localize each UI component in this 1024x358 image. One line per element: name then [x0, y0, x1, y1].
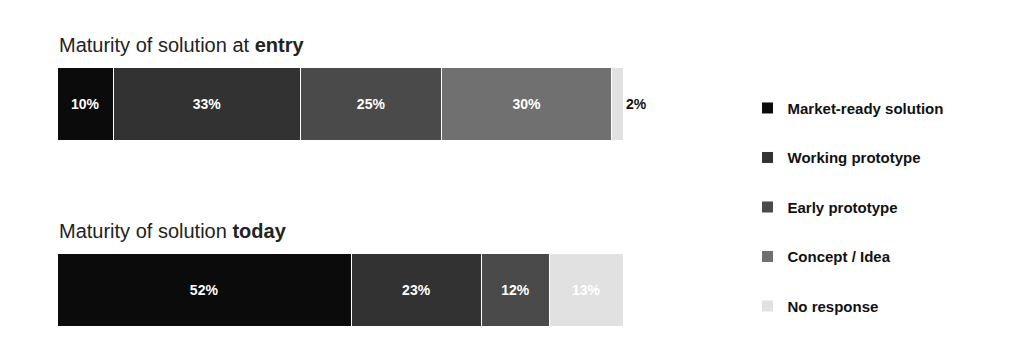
svg-text:Maturity of solution at entry: Maturity of solution at entry	[59, 34, 304, 56]
svg-text:52%: 52%	[190, 282, 219, 298]
svg-text:Working prototype: Working prototype	[788, 149, 921, 166]
svg-text:Early prototype: Early prototype	[788, 199, 898, 216]
svg-text:13%: 13%	[572, 282, 601, 298]
svg-text:23%: 23%	[402, 282, 431, 298]
svg-text:25%: 25%	[357, 96, 386, 112]
svg-text:Maturity of solution today: Maturity of solution today	[59, 220, 287, 242]
svg-text:12%: 12%	[501, 282, 530, 298]
svg-text:Concept / Idea: Concept / Idea	[788, 248, 891, 265]
svg-text:No response: No response	[788, 298, 879, 315]
svg-text:33%: 33%	[193, 96, 222, 112]
svg-text:2%: 2%	[626, 96, 647, 112]
svg-text:10%: 10%	[71, 96, 100, 112]
svg-text:Market-ready solution: Market-ready solution	[788, 100, 944, 117]
svg-text:30%: 30%	[512, 96, 541, 112]
